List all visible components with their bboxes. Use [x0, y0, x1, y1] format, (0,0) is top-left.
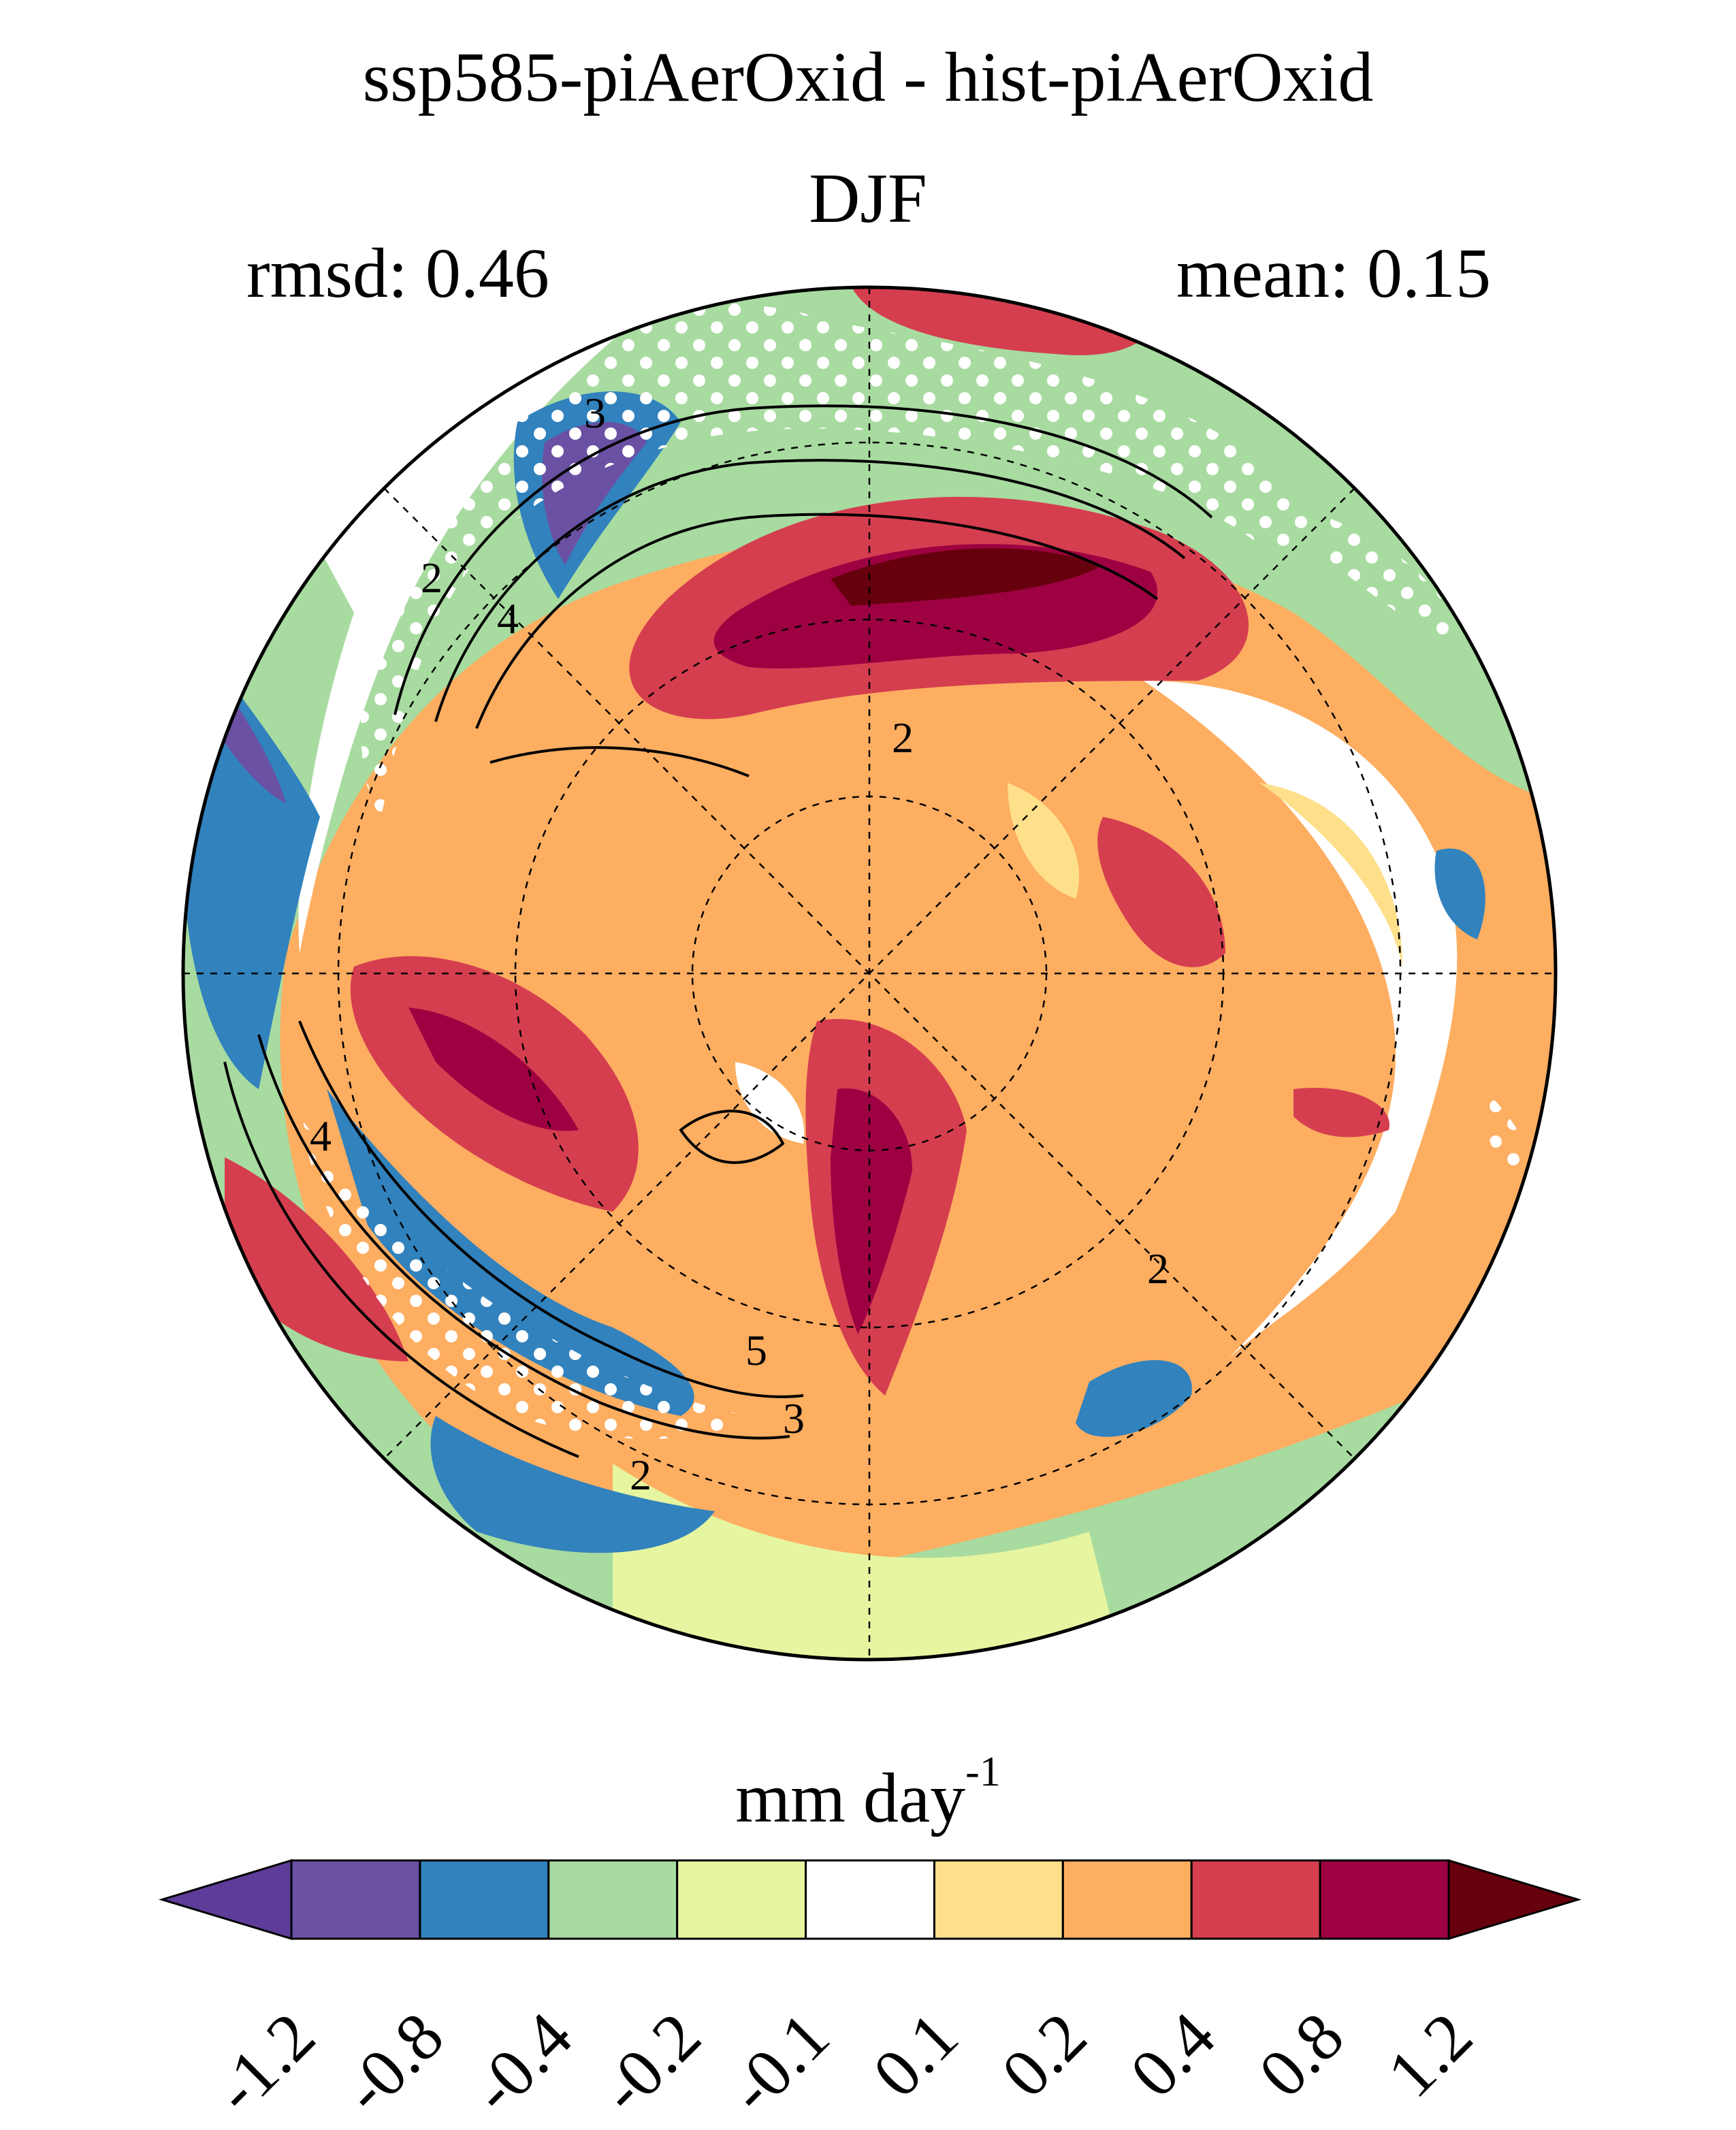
field-darkred-europe [831, 1088, 912, 1334]
colorbar-box [805, 1859, 935, 1940]
field-lightyellow-east [1259, 783, 1402, 967]
contour-labels: 3 2 4 2 4 5 3 2 2 [310, 389, 1169, 1499]
rmsd-label: rmsd: 0.46 [246, 234, 549, 312]
graticule [183, 287, 1556, 1660]
contour-line [298, 1020, 804, 1398]
contour-label: 3 [783, 1394, 805, 1442]
colorbar-extend-low [158, 1858, 293, 1941]
colorbar-box [1190, 1859, 1321, 1940]
contour-label: 2 [892, 713, 914, 762]
field-blue-southeast [1076, 1359, 1192, 1437]
stippling-atlantic [300, 1116, 749, 1439]
contour-label: 4 [497, 594, 519, 643]
colorbar-tick-label: -0.1 [714, 1998, 843, 2127]
field-darkred-atlantic [408, 1007, 579, 1131]
contour-line [223, 1061, 579, 1458]
colorbar-tick-label: 0.8 [1244, 1998, 1358, 2112]
colorbar-box [547, 1859, 679, 1940]
stippling-north [361, 300, 1308, 817]
colorbar-tick-label: 0.2 [987, 1998, 1101, 2112]
stippling-northeast [1328, 517, 1464, 640]
contour-line [434, 459, 1186, 722]
colorbar-units: mm day-1 [0, 1751, 1736, 1834]
overlay-contours [223, 404, 1213, 1458]
meridian-line [383, 487, 1355, 1459]
colorbar-extend-high [1447, 1858, 1582, 1941]
contour-line [393, 404, 1213, 715]
field-darkest-north [831, 548, 1103, 606]
colorbar-tick-label: -0.8 [328, 1998, 457, 2127]
colorbar-box [1061, 1859, 1193, 1940]
colorbar-tick-label: -0.2 [585, 1998, 715, 2127]
contour-label: 2 [1147, 1244, 1169, 1293]
map-title: ssp585-piAerOxid - hist-piAerOxid [362, 38, 1374, 116]
units-exponent: -1 [965, 1749, 1001, 1795]
contour-label: 2 [421, 553, 443, 602]
colorbar-box [676, 1859, 807, 1940]
colorbar-tick-label: 0.1 [858, 1998, 972, 2112]
colorbar-tick-label: -0.4 [457, 1998, 586, 2127]
colorbar-tick-label: -1.2 [199, 1998, 329, 2127]
colorbar-tick-label: 1.2 [1373, 1998, 1487, 2112]
colorbar-tick-label: 0.4 [1116, 1998, 1229, 2112]
field-yellowgreen-south [613, 1464, 1123, 1660]
mean-label: mean: 0.15 [1176, 234, 1491, 312]
field-blue-southwest [430, 1416, 715, 1553]
contour-line [257, 1034, 790, 1440]
field-white-east [1144, 681, 1458, 1361]
contour-line [475, 513, 1159, 729]
contour-label: 2 [630, 1451, 652, 1499]
map-boundary [181, 285, 1558, 1662]
colorbar-box [290, 1859, 421, 1940]
season-label: DJF [809, 159, 927, 238]
field-red-east [1293, 1088, 1389, 1137]
units-text: mm day [735, 1759, 966, 1837]
colorbar-box [933, 1859, 1064, 1940]
colorbar-box [1319, 1859, 1450, 1940]
field-lightyellow-siberia [1008, 783, 1080, 899]
contour-line [679, 1110, 785, 1164]
contour-label: 4 [310, 1112, 332, 1160]
field-white-greenland [735, 1062, 805, 1144]
colorbar: -1.2-0.8-0.4-0.2-0.1 0.1 0.2 0.4 0.8 1.2 [158, 1858, 1582, 2128]
field-red-siberia [1097, 817, 1225, 967]
contour-line [489, 746, 750, 777]
colorbar-box [419, 1859, 550, 1940]
contour-label: 5 [745, 1326, 767, 1374]
contour-label: 3 [584, 389, 606, 437]
field-blue-east [1434, 848, 1485, 939]
stippling-east [1483, 1089, 1533, 1191]
field-blue-atlantic [327, 1089, 694, 1416]
